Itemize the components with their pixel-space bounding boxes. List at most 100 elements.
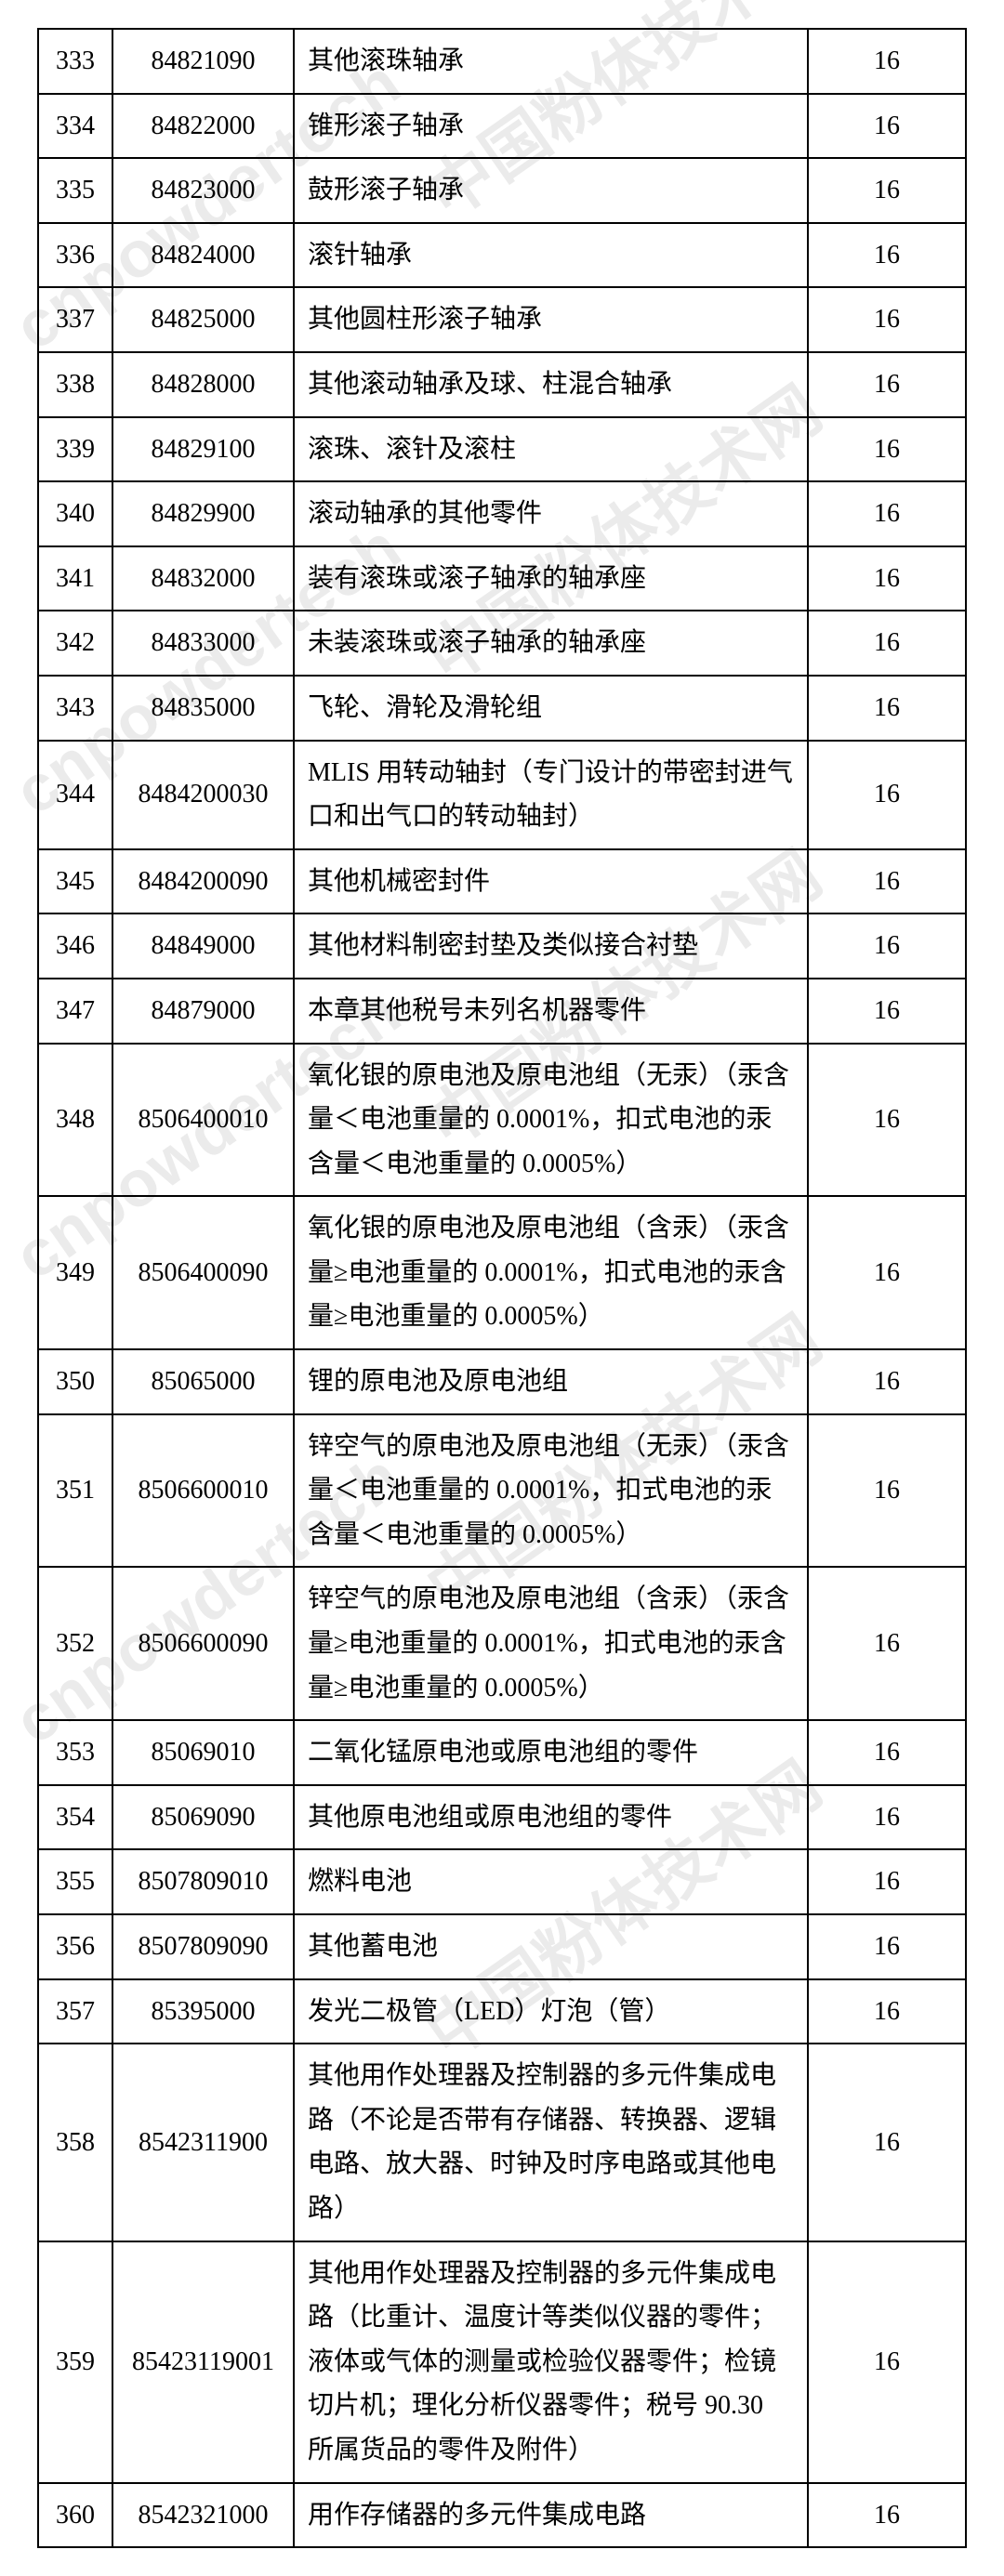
cell-code: 84849000	[112, 913, 294, 979]
cell-code: 84829100	[112, 417, 294, 482]
cell-desc: 飞轮、滑轮及滑轮组	[294, 676, 808, 741]
cell-rate: 16	[808, 287, 966, 352]
cell-rate: 16	[808, 979, 966, 1044]
table-row: 34084829900滚动轴承的其他零件16	[38, 481, 966, 546]
table-row: 3588542311900其他用作处理器及控制器的多元件集成电路（不论是否带有存…	[38, 2044, 966, 2241]
table-row: 35385069010二氧化锰原电池或原电池组的零件16	[38, 1720, 966, 1785]
table-row: 33884828000其他滚动轴承及球、柱混合轴承16	[38, 352, 966, 417]
cell-rate: 16	[808, 29, 966, 94]
cell-code: 8506400010	[112, 1044, 294, 1197]
cell-code: 85069010	[112, 1720, 294, 1785]
cell-code: 84822000	[112, 94, 294, 159]
cell-index: 360	[38, 2483, 112, 2548]
cell-code: 84821090	[112, 29, 294, 94]
cell-desc: 其他用作处理器及控制器的多元件集成电路（不论是否带有存储器、转换器、逻辑电路、放…	[294, 2044, 808, 2241]
cell-desc: 用作存储器的多元件集成电路	[294, 2483, 808, 2548]
cell-index: 351	[38, 1414, 112, 1568]
cell-desc: MLIS 用转动轴封（专门设计的带密封进气口和出气口的转动轴封）	[294, 741, 808, 849]
cell-desc: 本章其他税号未列名机器零件	[294, 979, 808, 1044]
cell-desc: 氧化银的原电池及原电池组（含汞）（汞含量≥电池重量的 0.0001%，扣式电池的…	[294, 1196, 808, 1349]
cell-index: 359	[38, 2241, 112, 2483]
cell-index: 348	[38, 1044, 112, 1197]
cell-desc: 锌空气的原电池及原电池组（含汞）（汞含量≥电池重量的 0.0001%，扣式电池的…	[294, 1567, 808, 1720]
cell-rate: 16	[808, 1720, 966, 1785]
cell-desc: 其他蓄电池	[294, 1914, 808, 1979]
cell-rate: 16	[808, 741, 966, 849]
cell-index: 355	[38, 1849, 112, 1914]
table-row: 33384821090其他滚珠轴承16	[38, 29, 966, 94]
cell-code: 8484200090	[112, 849, 294, 914]
cell-code: 84823000	[112, 158, 294, 223]
cell-index: 342	[38, 611, 112, 676]
cell-desc: 其他材料制密封垫及类似接合衬垫	[294, 913, 808, 979]
table-row: 3498506400090氧化银的原电池及原电池组（含汞）（汞含量≥电池重量的 …	[38, 1196, 966, 1349]
table-row: 33484822000锥形滚子轴承16	[38, 94, 966, 159]
cell-desc: 其他圆柱形滚子轴承	[294, 287, 808, 352]
cell-index: 334	[38, 94, 112, 159]
cell-code: 85423119001	[112, 2241, 294, 2483]
table-row: 35085065000锂的原电池及原电池组16	[38, 1349, 966, 1414]
table-row: 35785395000发光二极管（LED）灯泡（管）16	[38, 1979, 966, 2044]
table-row: 3488506400010氧化银的原电池及原电池组（无汞）（汞含量＜电池重量的 …	[38, 1044, 966, 1197]
cell-desc: 其他机械密封件	[294, 849, 808, 914]
cell-desc: 锂的原电池及原电池组	[294, 1349, 808, 1414]
cell-rate: 16	[808, 546, 966, 611]
cell-code: 84833000	[112, 611, 294, 676]
table-row: 3528506600090锌空气的原电池及原电池组（含汞）（汞含量≥电池重量的 …	[38, 1567, 966, 1720]
cell-desc: 锌空气的原电池及原电池组（无汞）（汞含量＜电池重量的 0.0001%，扣式电池的…	[294, 1414, 808, 1568]
cell-rate: 16	[808, 2241, 966, 2483]
table-row: 3558507809010燃料电池16	[38, 1849, 966, 1914]
cell-desc: 未装滚珠或滚子轴承的轴承座	[294, 611, 808, 676]
cell-index: 339	[38, 417, 112, 482]
cell-index: 358	[38, 2044, 112, 2241]
table-row: 33584823000鼓形滚子轴承16	[38, 158, 966, 223]
cell-rate: 16	[808, 1914, 966, 1979]
table-row: 34384835000飞轮、滑轮及滑轮组16	[38, 676, 966, 741]
cell-code: 8506400090	[112, 1196, 294, 1349]
table-row: 35985423119001其他用作处理器及控制器的多元件集成电路（比重计、温度…	[38, 2241, 966, 2483]
table-row: 3448484200030MLIS 用转动轴封（专门设计的带密封进气口和出气口的…	[38, 741, 966, 849]
cell-code: 84829900	[112, 481, 294, 546]
cell-desc: 滚珠、滚针及滚柱	[294, 417, 808, 482]
cell-rate: 16	[808, 676, 966, 741]
cell-index: 356	[38, 1914, 112, 1979]
table-row: 33784825000其他圆柱形滚子轴承16	[38, 287, 966, 352]
cell-code: 84824000	[112, 223, 294, 288]
cell-desc: 发光二极管（LED）灯泡（管）	[294, 1979, 808, 2044]
cell-index: 341	[38, 546, 112, 611]
cell-index: 350	[38, 1349, 112, 1414]
tariff-table: 33384821090其他滚珠轴承1633484822000锥形滚子轴承1633…	[37, 28, 967, 2548]
cell-code: 8507809090	[112, 1914, 294, 1979]
table-row: 3458484200090其他机械密封件16	[38, 849, 966, 914]
cell-index: 354	[38, 1785, 112, 1850]
cell-code: 8542321000	[112, 2483, 294, 2548]
cell-index: 349	[38, 1196, 112, 1349]
cell-index: 346	[38, 913, 112, 979]
cell-rate: 16	[808, 913, 966, 979]
table-row: 3568507809090其他蓄电池16	[38, 1914, 966, 1979]
cell-rate: 16	[808, 2044, 966, 2241]
tariff-table-body: 33384821090其他滚珠轴承1633484822000锥形滚子轴承1633…	[38, 29, 966, 2547]
cell-code: 84825000	[112, 287, 294, 352]
cell-rate: 16	[808, 1044, 966, 1197]
cell-index: 340	[38, 481, 112, 546]
cell-code: 8484200030	[112, 741, 294, 849]
cell-rate: 16	[808, 158, 966, 223]
cell-rate: 16	[808, 1785, 966, 1850]
cell-rate: 16	[808, 1979, 966, 2044]
cell-desc: 鼓形滚子轴承	[294, 158, 808, 223]
cell-index: 343	[38, 676, 112, 741]
cell-desc: 氧化银的原电池及原电池组（无汞）（汞含量＜电池重量的 0.0001%，扣式电池的…	[294, 1044, 808, 1197]
cell-rate: 16	[808, 481, 966, 546]
cell-code: 8542311900	[112, 2044, 294, 2241]
cell-index: 336	[38, 223, 112, 288]
cell-desc: 装有滚珠或滚子轴承的轴承座	[294, 546, 808, 611]
cell-rate: 16	[808, 417, 966, 482]
cell-index: 344	[38, 741, 112, 849]
table-row: 33684824000滚针轴承16	[38, 223, 966, 288]
cell-code: 84879000	[112, 979, 294, 1044]
cell-code: 84835000	[112, 676, 294, 741]
cell-rate: 16	[808, 352, 966, 417]
cell-rate: 16	[808, 94, 966, 159]
cell-code: 85065000	[112, 1349, 294, 1414]
